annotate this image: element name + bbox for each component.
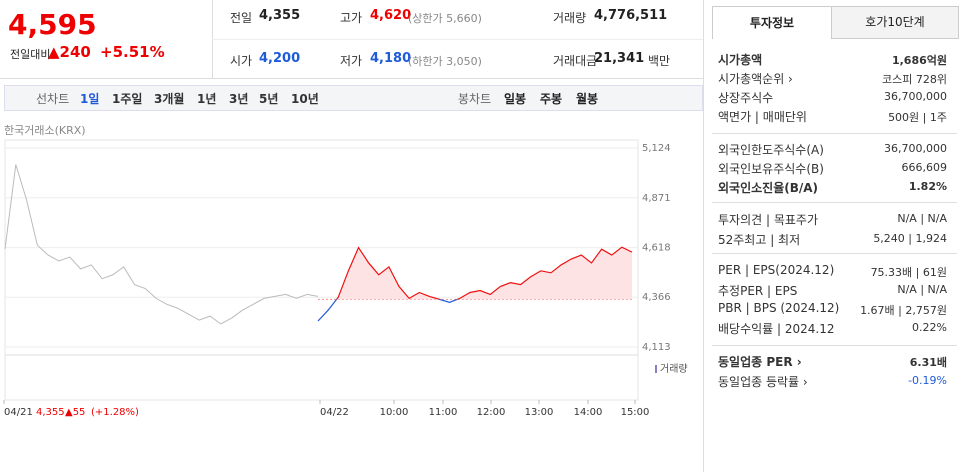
period-button[interactable]: 일봉 xyxy=(504,92,527,106)
x-tick-label: 13:00 xyxy=(525,407,554,418)
row-value: 5,240 | 1,924 xyxy=(873,232,947,245)
chart: 4,113 4,366 4,618 4,871 5,124 거래량 04/21 04/22 10… xyxy=(3,139,688,418)
x-tick-label: 04/22 xyxy=(320,407,349,418)
divider xyxy=(703,0,704,472)
row-label: 추정PER | EPS xyxy=(718,284,798,298)
row-value: N/A | N/A xyxy=(897,212,947,225)
stat-unit: 백만 xyxy=(648,54,671,68)
stat-label: 거래량 xyxy=(553,11,587,25)
row-label: 시가총액 xyxy=(718,53,763,67)
divider xyxy=(712,253,957,254)
stat-label: 시가 xyxy=(230,54,253,68)
row-label: 배당수익률 | 2024.12 xyxy=(718,322,835,336)
period-button[interactable]: 주봉 xyxy=(540,92,563,106)
stat-value: 21,341 xyxy=(594,51,645,66)
prev-close: 4,355 xyxy=(36,407,65,418)
row-value: 666,609 xyxy=(901,161,948,174)
y-tick-label: 4,113 xyxy=(642,342,671,353)
y-tick-label: 4,618 xyxy=(642,243,671,254)
source: 한국거래소(KRX) xyxy=(4,124,86,137)
divider xyxy=(0,78,703,79)
row-label: 외국인한도주식수(A) xyxy=(718,143,824,157)
divider xyxy=(712,133,957,134)
tab[interactable]: 호가10단계 xyxy=(831,6,959,39)
stat-value: 4,180 xyxy=(370,51,412,66)
period-button[interactable]: 3개월 xyxy=(154,92,185,106)
prev-change: ▲55 xyxy=(65,407,85,418)
stat-note: (하한가 3,050) xyxy=(408,55,482,68)
row-label: 동일업종 PER › xyxy=(718,355,802,369)
divider xyxy=(212,39,703,40)
row-value: N/A | N/A xyxy=(897,283,947,296)
row-value: 코스피 728위 xyxy=(882,73,947,86)
y-tick-label: 4,871 xyxy=(642,193,671,204)
tab[interactable]: 투자정보 xyxy=(712,6,832,39)
x-tick-label: 11:00 xyxy=(429,407,458,418)
toolbar-label: 봉차트 xyxy=(458,92,492,106)
prev-pct: (+1.28%) xyxy=(91,407,139,418)
row-value: 500원 | 1주 xyxy=(888,111,947,124)
period-button[interactable]: 1년 xyxy=(197,92,217,106)
row-value: 1,686억원 xyxy=(891,54,947,67)
row-value: 0.22% xyxy=(912,321,947,334)
stat-value: 4,355 xyxy=(259,8,301,23)
period-button[interactable]: 1일 xyxy=(80,92,100,106)
row-value: 1.67배 | 2,757원 xyxy=(860,304,947,317)
row-value: 6.31배 xyxy=(909,356,947,369)
row-label: 상장주식수 xyxy=(718,91,774,105)
row-value: 36,700,000 xyxy=(884,90,947,103)
x-tick-label: 14:00 xyxy=(574,407,603,418)
volume-swatch xyxy=(655,365,657,373)
period-button[interactable]: 1주일 xyxy=(112,92,143,106)
area xyxy=(336,247,632,300)
period-button[interactable]: 10년 xyxy=(291,92,319,106)
stat-note: (상한가 5,660) xyxy=(408,12,482,25)
x-tick-label: 15:00 xyxy=(621,407,650,418)
toolbar xyxy=(4,85,703,111)
change: ▲240 xyxy=(48,43,91,61)
y-tick-label: 5,124 xyxy=(642,143,671,154)
row-label: 외국인보유주식수(B) xyxy=(718,162,824,176)
row-value: 1.82% xyxy=(908,180,947,193)
x-tick-label: 04/21 xyxy=(4,407,33,418)
stat-value: 4,776,511 xyxy=(594,8,668,23)
stat-label: 전일 xyxy=(230,11,253,25)
period-button[interactable]: 월봉 xyxy=(576,92,599,106)
plot-frame xyxy=(4,139,639,401)
stat-label: 고가 xyxy=(340,11,363,25)
divider xyxy=(712,202,957,203)
toolbar-label: 선차트 xyxy=(36,92,70,106)
price: 4,595 xyxy=(8,8,97,41)
stat-value: 4,200 xyxy=(259,51,301,66)
x-tick-label: 12:00 xyxy=(477,407,506,418)
change-pct: +5.51% xyxy=(100,43,165,61)
stat-value: 4,620 xyxy=(370,8,412,23)
row-label: 시가총액순위 › xyxy=(718,72,793,86)
price-line xyxy=(335,246,633,300)
change-label: 전일대비 xyxy=(10,48,51,61)
row-label: 외국인소진율(B/A) xyxy=(718,181,819,195)
period-button[interactable]: 3년 xyxy=(229,92,249,106)
row-label: 동일업종 등락률 › xyxy=(718,375,808,389)
stat-label: 거래대금 xyxy=(553,54,598,68)
period-button[interactable]: 5년 xyxy=(259,92,279,106)
x-tick-label: 10:00 xyxy=(380,407,409,418)
row-label: 52주최고 | 최저 xyxy=(718,233,801,247)
row-label: PER | EPS(2024.12) xyxy=(718,263,835,277)
y-tick-label: 4,366 xyxy=(642,292,671,303)
row-label: 투자의견 | 목표주가 xyxy=(718,213,818,227)
row-value: 36,700,000 xyxy=(884,142,947,155)
row-label: 액면가 | 매매단위 xyxy=(718,110,807,124)
volume-label: 거래량 xyxy=(660,363,688,375)
row-value: -0.19% xyxy=(908,374,947,387)
price-line xyxy=(4,164,319,325)
divider xyxy=(712,345,957,346)
row-value: 75.33배 | 61원 xyxy=(870,266,947,279)
stat-label: 저가 xyxy=(340,54,363,68)
row-label: PBR | BPS (2024.12) xyxy=(718,301,840,315)
